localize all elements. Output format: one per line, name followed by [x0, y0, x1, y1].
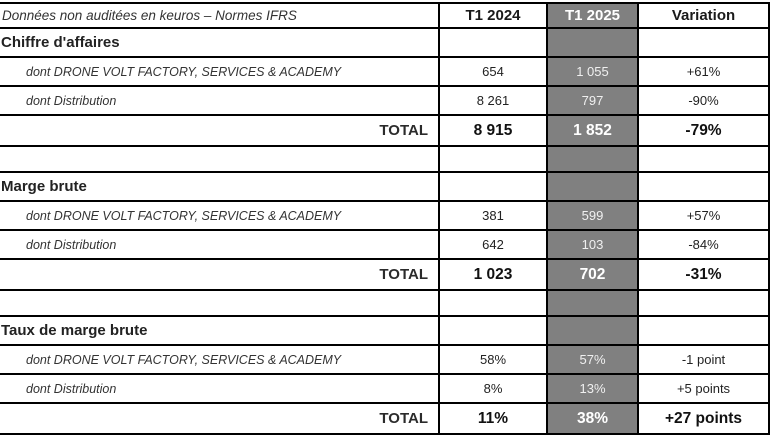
- column-header-variation: Variation: [637, 2, 770, 29]
- empty-cell: [0, 145, 440, 173]
- empty-cell: [637, 27, 770, 58]
- value-variation: +61%: [637, 56, 770, 87]
- table-note: Données non auditées en keuros – Normes …: [0, 2, 440, 29]
- empty-cell: [438, 27, 548, 58]
- row-label: dont DRONE VOLT FACTORY, SERVICES & ACAD…: [0, 200, 440, 231]
- empty-cell: [438, 289, 548, 317]
- row-label: dont Distribution: [0, 85, 440, 116]
- empty-cell-highlight: [546, 315, 639, 346]
- value-t1-2025: 13%: [546, 373, 639, 404]
- total-t1-2025: 38%: [546, 402, 639, 435]
- total-t1-2025: 1 852: [546, 114, 639, 147]
- total-t1-2025: 702: [546, 258, 639, 291]
- row-label: dont DRONE VOLT FACTORY, SERVICES & ACAD…: [0, 56, 440, 87]
- section-row-chiffre-affaires: Chiffre d'affaires: [0, 27, 770, 58]
- table-header-row: Données non auditées en keuros – Normes …: [0, 2, 770, 29]
- empty-cell-highlight: [546, 171, 639, 202]
- table-row: dont Distribution 8% 13% +5 points: [0, 373, 770, 404]
- empty-cell-highlight: [546, 27, 639, 58]
- empty-cell: [637, 289, 770, 317]
- table-row: dont Distribution 8 261 797 -90%: [0, 85, 770, 116]
- total-t1-2024: 11%: [438, 402, 548, 435]
- table-row: dont DRONE VOLT FACTORY, SERVICES & ACAD…: [0, 200, 770, 231]
- row-label: dont DRONE VOLT FACTORY, SERVICES & ACAD…: [0, 344, 440, 375]
- empty-cell: [637, 145, 770, 173]
- spacer-row: [0, 289, 770, 317]
- column-header-t1-2025: T1 2025: [546, 2, 639, 29]
- row-label: dont Distribution: [0, 229, 440, 260]
- table-row: dont DRONE VOLT FACTORY, SERVICES & ACAD…: [0, 56, 770, 87]
- value-variation: -84%: [637, 229, 770, 260]
- total-row: TOTAL 8 915 1 852 -79%: [0, 114, 770, 147]
- section-row-marge-brute: Marge brute: [0, 171, 770, 202]
- total-variation: -79%: [637, 114, 770, 147]
- value-t1-2025: 57%: [546, 344, 639, 375]
- value-variation: -1 point: [637, 344, 770, 375]
- section-row-taux-de-marge-brute: Taux de marge brute: [0, 315, 770, 346]
- value-t1-2024: 8%: [438, 373, 548, 404]
- total-row: TOTAL 1 023 702 -31%: [0, 258, 770, 291]
- value-t1-2025: 797: [546, 85, 639, 116]
- value-variation: +57%: [637, 200, 770, 231]
- empty-cell: [637, 171, 770, 202]
- value-t1-2024: 381: [438, 200, 548, 231]
- value-t1-2024: 8 261: [438, 85, 548, 116]
- empty-cell: [0, 289, 440, 317]
- total-variation: +27 points: [637, 402, 770, 435]
- value-t1-2024: 654: [438, 56, 548, 87]
- empty-cell: [438, 145, 548, 173]
- value-variation: +5 points: [637, 373, 770, 404]
- empty-cell-highlight: [546, 289, 639, 317]
- total-variation: -31%: [637, 258, 770, 291]
- section-title: Taux de marge brute: [0, 315, 440, 346]
- value-variation: -90%: [637, 85, 770, 116]
- value-t1-2025: 599: [546, 200, 639, 231]
- value-t1-2024: 642: [438, 229, 548, 260]
- empty-cell-highlight: [546, 145, 639, 173]
- total-t1-2024: 8 915: [438, 114, 548, 147]
- total-label: TOTAL: [0, 258, 440, 291]
- total-label: TOTAL: [0, 114, 440, 147]
- table-row: dont DRONE VOLT FACTORY, SERVICES & ACAD…: [0, 344, 770, 375]
- section-title: Marge brute: [0, 171, 440, 202]
- empty-cell: [438, 315, 548, 346]
- section-title: Chiffre d'affaires: [0, 27, 440, 58]
- value-t1-2024: 58%: [438, 344, 548, 375]
- row-label: dont Distribution: [0, 373, 440, 404]
- column-header-t1-2024: T1 2024: [438, 2, 548, 29]
- total-label: TOTAL: [0, 402, 440, 435]
- spacer-row: [0, 145, 770, 173]
- empty-cell: [438, 171, 548, 202]
- total-row: TOTAL 11% 38% +27 points: [0, 402, 770, 435]
- empty-cell: [637, 315, 770, 346]
- total-t1-2024: 1 023: [438, 258, 548, 291]
- table-row: dont Distribution 642 103 -84%: [0, 229, 770, 260]
- value-t1-2025: 1 055: [546, 56, 639, 87]
- value-t1-2025: 103: [546, 229, 639, 260]
